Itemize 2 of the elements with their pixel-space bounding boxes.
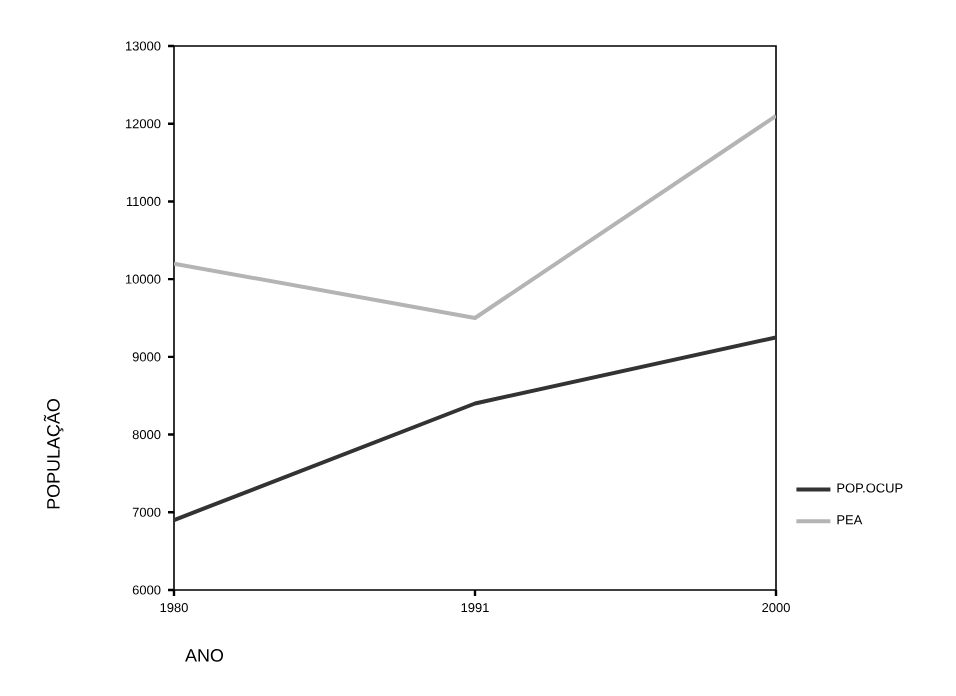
y-axis-title: POPULAÇÃO	[43, 399, 64, 509]
x-axis-title: ANO	[185, 649, 224, 662]
